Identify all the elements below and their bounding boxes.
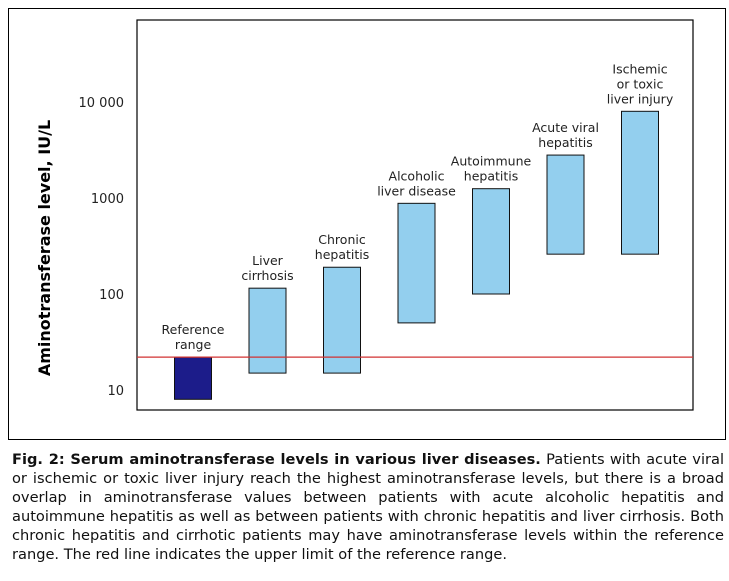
range-bar <box>397 202 436 324</box>
figure-caption: Fig. 2: Serum aminotransferase levels in… <box>12 450 724 564</box>
y-tick-label: 1000 <box>91 192 124 207</box>
category-label: Alcoholic <box>389 168 445 183</box>
category-label: Chronic <box>318 232 366 247</box>
plot-area <box>136 19 694 411</box>
category-label: liver disease <box>377 183 456 198</box>
chart: 10 100 1000 10 000 Aminotransferase level, I… <box>35 19 694 411</box>
category-label: Autoimmune <box>451 154 532 169</box>
category-label: or toxic <box>617 76 664 91</box>
category-label: cirrhosis <box>241 268 293 283</box>
range-bar <box>546 154 585 255</box>
y-axis-label: Aminotransferase level, IU/L <box>35 120 54 376</box>
range-bar <box>248 287 287 374</box>
range-bar <box>621 110 659 255</box>
y-tick-label: 10 000 <box>79 96 125 111</box>
category-label: hepatitis <box>315 247 369 262</box>
range-bar <box>323 266 361 374</box>
caption-body: Patients with acute viral or ischemic or… <box>12 451 724 563</box>
category-label: liver injury <box>607 91 674 106</box>
figure-frame <box>8 8 726 440</box>
reference-range-bar <box>174 356 212 400</box>
category-label: hepatitis <box>538 135 592 150</box>
category-label: hepatitis <box>464 169 518 184</box>
category-label: Reference <box>162 322 225 337</box>
category-label: Ischemic <box>612 61 667 76</box>
caption-title: Fig. 2: Serum aminotransferase levels in… <box>12 451 541 468</box>
y-tick-label: 10 <box>107 384 124 399</box>
category-label: Acute viral <box>532 120 599 135</box>
y-tick-label: 100 <box>99 288 124 303</box>
category-label: Liver <box>252 253 284 268</box>
category-label: range <box>175 337 212 352</box>
range-bar <box>472 188 510 295</box>
